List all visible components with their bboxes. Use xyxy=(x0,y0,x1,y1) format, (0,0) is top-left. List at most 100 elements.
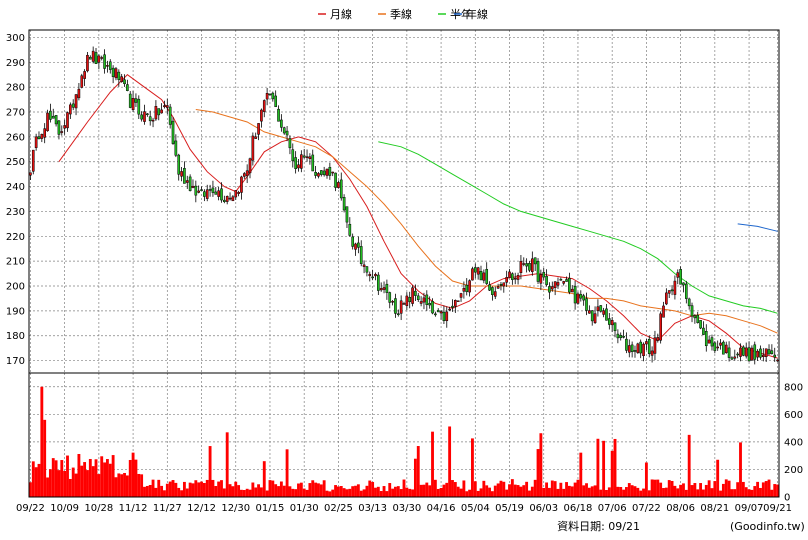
candle-body xyxy=(605,308,608,321)
volume-bar xyxy=(86,470,89,497)
volume-bar xyxy=(125,475,129,497)
candle-body xyxy=(422,297,426,303)
volume-bar xyxy=(562,488,566,497)
volume-bar xyxy=(174,482,178,497)
volume-bar xyxy=(66,455,69,497)
volume-bar xyxy=(684,489,688,497)
volume-bar xyxy=(616,486,620,497)
candle-body xyxy=(86,54,89,72)
volume-bar xyxy=(88,458,92,497)
candle-body xyxy=(211,187,215,193)
candle-body xyxy=(770,350,774,354)
candle-body xyxy=(468,280,471,293)
candle-body xyxy=(568,277,571,293)
volume-bar xyxy=(131,452,135,497)
candle-body xyxy=(642,343,645,357)
candle-body xyxy=(325,168,329,176)
volume-bar xyxy=(533,479,537,497)
volume-bar xyxy=(83,462,87,497)
volume-bar xyxy=(482,480,486,497)
candle-body xyxy=(197,190,200,193)
candle-body xyxy=(171,120,175,144)
volume-bar xyxy=(308,483,312,497)
candle-body xyxy=(550,286,554,290)
volume-bar xyxy=(145,485,149,497)
volume-bar xyxy=(559,482,563,497)
candle-body xyxy=(143,111,146,122)
candle-body xyxy=(106,65,109,67)
volume-bar xyxy=(48,469,52,497)
volume-bar xyxy=(465,491,469,497)
candle-body xyxy=(759,348,762,358)
candle-body xyxy=(63,125,66,129)
volume-bar xyxy=(596,438,600,497)
volume-bar xyxy=(322,480,326,497)
volume-bar xyxy=(317,483,320,497)
candle-body xyxy=(74,94,78,109)
ma-line xyxy=(195,109,778,334)
volume-bar xyxy=(271,480,275,497)
candle-body xyxy=(305,156,309,158)
volume-bar xyxy=(282,485,286,497)
volume-bar xyxy=(342,488,346,497)
candle-body xyxy=(103,54,106,69)
candle-body xyxy=(242,173,246,177)
volume-bar xyxy=(693,483,697,497)
candle-body xyxy=(157,108,161,116)
volume-bar xyxy=(556,488,560,497)
candle-body xyxy=(633,350,637,352)
candle-body xyxy=(328,166,332,176)
candle-body xyxy=(217,190,220,197)
volume-bar xyxy=(713,481,717,497)
volume-bar xyxy=(399,489,403,497)
candle-body xyxy=(388,292,392,303)
candle-body xyxy=(146,113,149,116)
candle-body xyxy=(414,290,417,296)
price-axis-ticks: 170 180 190 200 210 220 230 240 250 260 270 280 290 3… xyxy=(6,33,25,367)
candle-body xyxy=(682,282,685,286)
grid xyxy=(29,30,779,498)
candle-body xyxy=(739,347,742,357)
volume-bar xyxy=(319,484,323,497)
candle-body xyxy=(736,353,739,356)
candle-body xyxy=(599,305,603,312)
volume-bar xyxy=(650,479,654,497)
candle-body xyxy=(579,294,583,299)
candle-body xyxy=(650,350,654,356)
volume-bar xyxy=(565,482,568,497)
volume-bar xyxy=(285,449,289,497)
candle-body xyxy=(40,133,44,139)
price-tick-label: 290 xyxy=(6,58,25,69)
candle-body xyxy=(679,269,682,285)
price-tick-label: 180 xyxy=(6,331,25,342)
volume-bar xyxy=(168,481,172,497)
volume-bar xyxy=(242,490,246,497)
volume-bar xyxy=(525,481,529,497)
candle-body xyxy=(471,268,474,281)
candle-body xyxy=(491,287,494,295)
volume-bar xyxy=(277,486,280,497)
candle-body xyxy=(391,301,394,303)
date-tick-label: 05/04 xyxy=(461,503,490,514)
candle-body xyxy=(454,299,457,307)
candle-body xyxy=(548,286,551,293)
candle-body xyxy=(128,93,132,108)
price-tick-label: 260 xyxy=(6,132,25,143)
volume-bar xyxy=(644,462,648,497)
volume-bar xyxy=(448,426,452,497)
candle-body xyxy=(496,286,500,289)
volume-bar xyxy=(68,478,72,497)
volume-bar xyxy=(662,488,665,497)
candle-body xyxy=(713,342,717,351)
candle-body xyxy=(311,154,315,172)
volume-bar xyxy=(419,484,423,497)
volume-bar xyxy=(682,483,685,497)
volume-bar xyxy=(185,488,189,497)
volume-bar xyxy=(268,480,272,497)
volume-bar xyxy=(231,486,235,497)
price-tick-label: 200 xyxy=(6,282,25,293)
price-tick-label: 250 xyxy=(6,157,25,168)
candle-body xyxy=(459,293,463,298)
volume-bar xyxy=(707,480,711,497)
ma-line xyxy=(58,74,778,359)
